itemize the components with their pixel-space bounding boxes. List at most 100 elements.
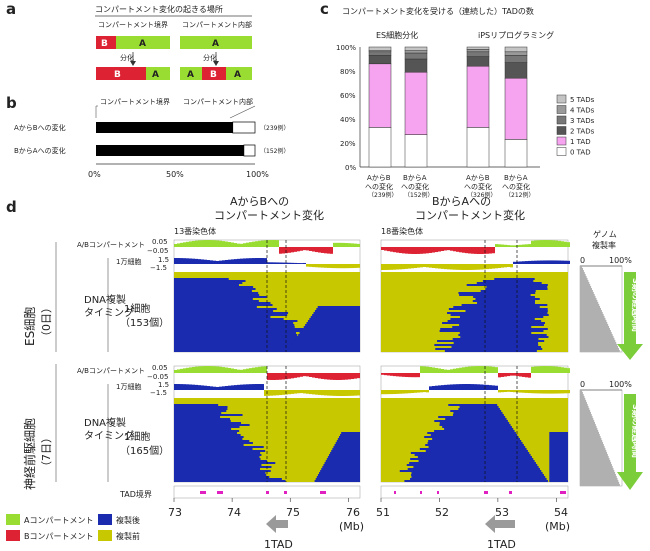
d-rt-early: [216, 386, 219, 390]
d-ab-b: [510, 373, 513, 376]
d-hm-row: [413, 466, 539, 468]
d-hm-row: [480, 290, 536, 292]
d-hm-row: [439, 424, 511, 426]
d-tad-boundary-4: [320, 491, 326, 494]
d-rt-early: [216, 260, 219, 264]
d-hm-row: [174, 416, 221, 418]
d-ab-a: [174, 370, 177, 373]
d-hm-row: [427, 432, 516, 434]
d-rt-late: [501, 390, 504, 393]
d-ab-a: [225, 367, 228, 373]
d-genome-row: [580, 418, 594, 420]
d-rt-late: [396, 390, 399, 394]
d-genome-row: [580, 420, 595, 422]
d-genome-row: [580, 274, 586, 276]
d-rt-late: [549, 390, 552, 394]
d-genome-row: [580, 302, 599, 304]
col1-title: コンパートメント境界: [98, 20, 168, 29]
d-hm-row-r: [549, 468, 568, 470]
d-hm-row-r: [331, 450, 360, 452]
d-rt-late: [534, 390, 537, 394]
d-hm-row: [174, 314, 288, 316]
c-ytick-40: 40%: [340, 116, 356, 124]
d-genome-row: [580, 272, 585, 274]
d-ab-b: [405, 247, 408, 254]
d-rt-early: [519, 261, 522, 264]
d-ab-b: [462, 247, 465, 253]
c-legend: 5 TADs 4 TADs 3 TADs 2 TADs 1 TAD 0 TAD: [556, 94, 595, 157]
d-hm-row: [174, 440, 250, 442]
d-rt-late: [537, 390, 540, 394]
d-rt-early: [198, 385, 201, 390]
d-rt-early: [483, 384, 486, 390]
d-rt-early: [210, 386, 213, 390]
d-ab-a: [246, 368, 249, 373]
d-hm-row: [466, 284, 548, 286]
d-hm-row: [410, 458, 534, 460]
panel-a-label: a: [6, 0, 16, 18]
d-rt-early: [264, 258, 267, 264]
c-yaxis: 100% 80% 60% 40% 20% 0%: [336, 44, 356, 172]
d-rt-early: [231, 259, 234, 264]
d-ab-b: [279, 373, 282, 380]
d-ab-b: [300, 247, 303, 251]
d-hm-row: [461, 304, 548, 306]
d-rt-early: [495, 385, 498, 390]
d-hm-row-r: [317, 474, 360, 476]
d-ab-b: [450, 247, 453, 251]
d-ab-a: [552, 366, 555, 373]
d-hm-row: [174, 420, 231, 422]
c-seg-3-4: [504, 51, 528, 56]
d-rt-early: [207, 386, 210, 390]
d-genome-row: [580, 422, 595, 424]
d-ab-b: [279, 247, 282, 254]
d-rt-early: [222, 386, 225, 390]
d-genome-row: [580, 462, 612, 464]
c-seg-2-4: [466, 49, 490, 53]
d-rt-late: [384, 264, 387, 270]
d-hm-row: [174, 278, 229, 280]
d-ab-b: [528, 373, 531, 378]
d-rt-late: [465, 264, 468, 270]
d-ab-a: [495, 367, 498, 373]
d-rt-late: [426, 390, 429, 393]
d-ab-a: [258, 240, 261, 247]
d-ab-a: [564, 367, 567, 373]
d-hm-row-r: [336, 440, 360, 442]
d-ab-b: [468, 247, 471, 254]
d-ab-a: [348, 243, 351, 247]
d-genome-row: [580, 432, 600, 434]
d-rt-early: [258, 258, 261, 264]
d-hm-row: [485, 288, 548, 290]
d-ab-a: [339, 242, 342, 247]
d-genome-panels: [579, 265, 623, 487]
d-genome-row: [580, 288, 592, 290]
d-rt-late: [330, 390, 333, 396]
d-hm-row: [174, 466, 272, 468]
d-hm-row: [438, 416, 506, 418]
d-ab-a: [189, 241, 192, 247]
d-hm-row: [174, 478, 282, 480]
d-hm-row: [174, 326, 295, 328]
d-genome-row: [580, 478, 618, 480]
d-genome-row: [580, 424, 596, 426]
d-ab-label-1: A/Bコンパートメント: [77, 241, 145, 249]
d-ab-b: [453, 247, 456, 252]
d-ab-a: [210, 366, 213, 373]
s-phase-label-2: S期の経過時間: [631, 404, 641, 458]
d-xl-3: 76: [346, 506, 360, 519]
d-rt-early: [297, 263, 300, 264]
d-ab-b: [417, 247, 420, 254]
d-rt-late: [312, 390, 315, 395]
d-ab-b: [330, 247, 333, 254]
d-hm-row: [414, 454, 531, 456]
d-xr-1: 52: [435, 506, 449, 519]
d-ab-a: [483, 366, 486, 373]
c-bar2-l1: BからA: [403, 174, 427, 182]
d-xl-0: 73: [168, 506, 182, 519]
d-genome-row: [580, 308, 601, 310]
d-rt-early: [237, 258, 240, 264]
c-bar3-l2: への変化: [464, 182, 492, 191]
d-ab-a: [237, 369, 240, 373]
d-rt-late: [486, 264, 489, 270]
